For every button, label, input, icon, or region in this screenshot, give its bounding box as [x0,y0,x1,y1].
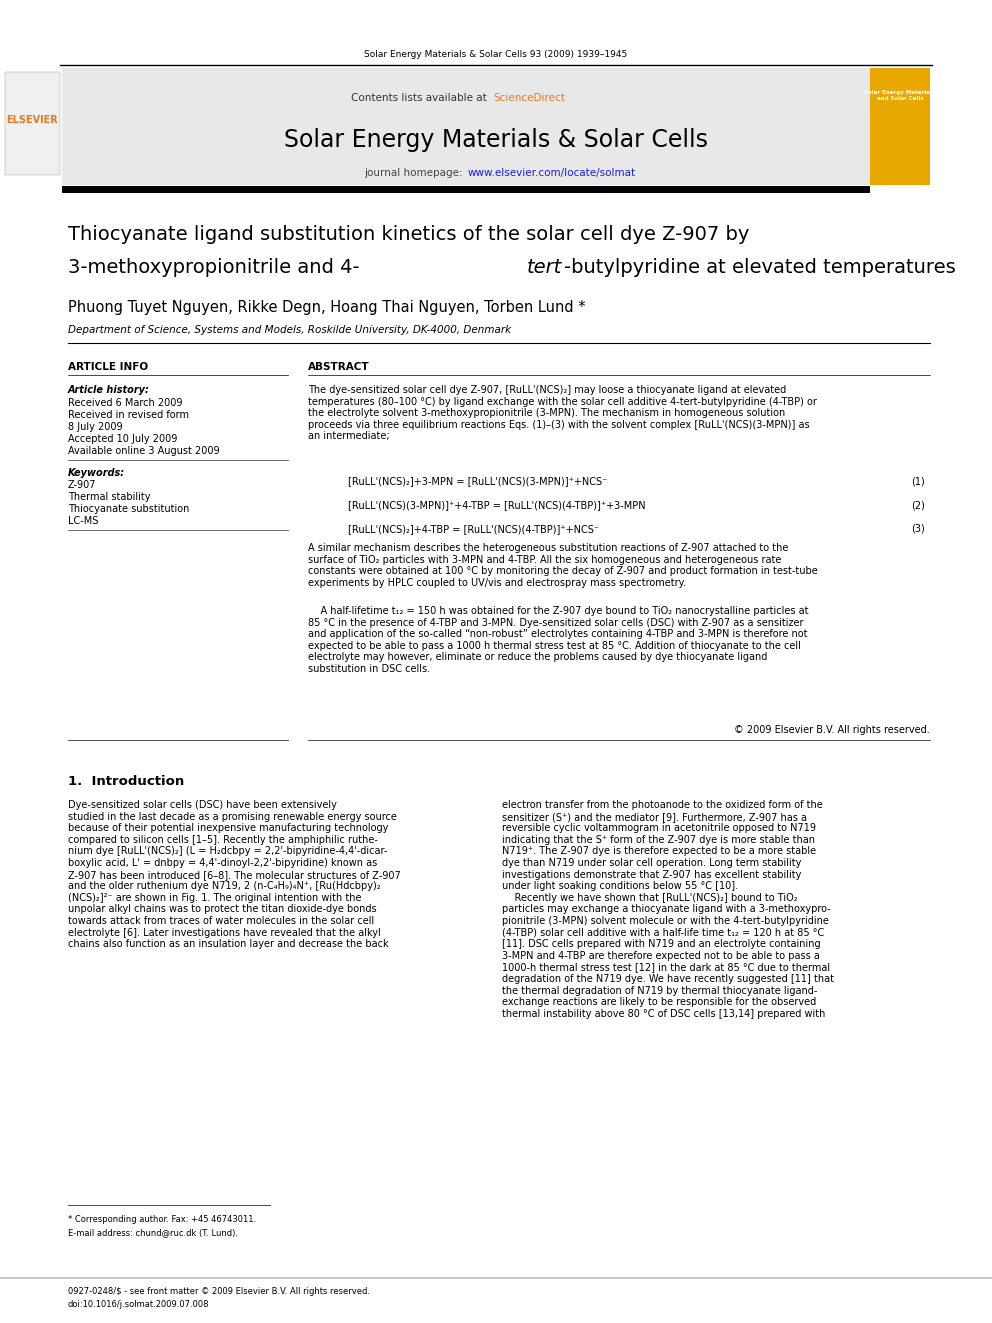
Text: Solar Energy Materials
and Solar Cells: Solar Energy Materials and Solar Cells [864,90,935,101]
Text: Received in revised form: Received in revised form [68,410,189,419]
Text: Thiocyanate ligand substitution kinetics of the solar cell dye Z-907 by: Thiocyanate ligand substitution kinetics… [68,225,749,243]
Text: (2): (2) [912,500,925,509]
Text: Thiocyanate substitution: Thiocyanate substitution [68,504,189,515]
Text: (1): (1) [912,476,925,486]
Bar [62,187,870,193]
Text: Department of Science, Systems and Models, Roskilde University, DK-4000, Denmark: Department of Science, Systems and Model… [68,325,511,335]
Text: Contents lists available at: Contents lists available at [351,93,490,103]
Text: Received 6 March 2009: Received 6 March 2009 [68,398,183,407]
Text: [RuLL'(NCS)(3-MPN)]⁺+4-TBP = [RuLL'(NCS)(4-TBP)]⁺+3-MPN: [RuLL'(NCS)(3-MPN)]⁺+4-TBP = [RuLL'(NCS)… [347,500,646,509]
Bar [62,67,870,185]
Text: 0927-0248/$ - see front matter © 2009 Elsevier B.V. All rights reserved.: 0927-0248/$ - see front matter © 2009 El… [68,1287,370,1297]
Text: Dye-sensitized solar cells (DSC) have been extensively
studied in the last decad: Dye-sensitized solar cells (DSC) have be… [68,800,401,949]
Text: Solar Energy Materials & Solar Cells 93 (2009) 1939–1945: Solar Energy Materials & Solar Cells 93 … [364,50,628,60]
Bar [870,67,930,185]
Bar [5,71,60,175]
Text: 3-methoxypropionitrile and 4-: 3-methoxypropionitrile and 4- [68,258,360,277]
Text: ARTICLE INFO: ARTICLE INFO [68,363,148,372]
Text: ELSEVIER: ELSEVIER [6,115,58,124]
Text: Solar Energy Materials & Solar Cells: Solar Energy Materials & Solar Cells [284,128,708,152]
Text: Phuong Tuyet Nguyen, Rikke Degn, Hoang Thai Nguyen, Torben Lund *: Phuong Tuyet Nguyen, Rikke Degn, Hoang T… [68,300,585,315]
Text: Keywords:: Keywords: [68,468,125,478]
Text: 1.  Introduction: 1. Introduction [68,775,185,789]
Text: -butylpyridine at elevated temperatures: -butylpyridine at elevated temperatures [564,258,955,277]
Text: Accepted 10 July 2009: Accepted 10 July 2009 [68,434,178,445]
Text: Available online 3 August 2009: Available online 3 August 2009 [68,446,219,456]
Text: (3): (3) [912,524,925,534]
Text: Z-907: Z-907 [68,480,96,490]
Text: E-mail address: chund@ruc.dk (T. Lund).: E-mail address: chund@ruc.dk (T. Lund). [68,1228,238,1237]
Text: tert: tert [527,258,561,277]
Text: Article history:: Article history: [68,385,150,396]
Text: [RuLL'(NCS)₂]+4-TBP = [RuLL'(NCS)(4-TBP)]⁺+NCS⁻: [RuLL'(NCS)₂]+4-TBP = [RuLL'(NCS)(4-TBP)… [347,524,599,534]
Text: A similar mechanism describes the heterogeneous substitution reactions of Z-907 : A similar mechanism describes the hetero… [308,542,817,587]
Text: ABSTRACT: ABSTRACT [308,363,370,372]
Text: The dye-sensitized solar cell dye Z-907, [RuLL'(NCS)₂] may loose a thiocyanate l: The dye-sensitized solar cell dye Z-907,… [308,385,816,442]
Text: doi:10.1016/j.solmat.2009.07.008: doi:10.1016/j.solmat.2009.07.008 [68,1301,209,1308]
Text: 8 July 2009: 8 July 2009 [68,422,123,433]
Text: Thermal stability: Thermal stability [68,492,151,501]
Text: © 2009 Elsevier B.V. All rights reserved.: © 2009 Elsevier B.V. All rights reserved… [734,725,930,736]
Text: journal homepage:: journal homepage: [364,168,466,179]
Text: electron transfer from the photoanode to the oxidized form of the
sensitizer (S⁺: electron transfer from the photoanode to… [502,800,834,1019]
Text: www.elsevier.com/locate/solmat: www.elsevier.com/locate/solmat [468,168,636,179]
Bar [0,67,62,185]
Text: A half-lifetime t₁₂ = 150 h was obtained for the Z-907 dye bound to TiO₂ nanocry: A half-lifetime t₁₂ = 150 h was obtained… [308,606,808,673]
Text: LC-MS: LC-MS [68,516,98,527]
Text: ScienceDirect: ScienceDirect [493,93,564,103]
Text: [RuLL'(NCS)₂]+3-MPN = [RuLL'(NCS)(3-MPN)]⁺+NCS⁻: [RuLL'(NCS)₂]+3-MPN = [RuLL'(NCS)(3-MPN)… [347,476,607,486]
Text: * Corresponding author. Fax: +45 46743011.: * Corresponding author. Fax: +45 4674301… [68,1215,256,1224]
